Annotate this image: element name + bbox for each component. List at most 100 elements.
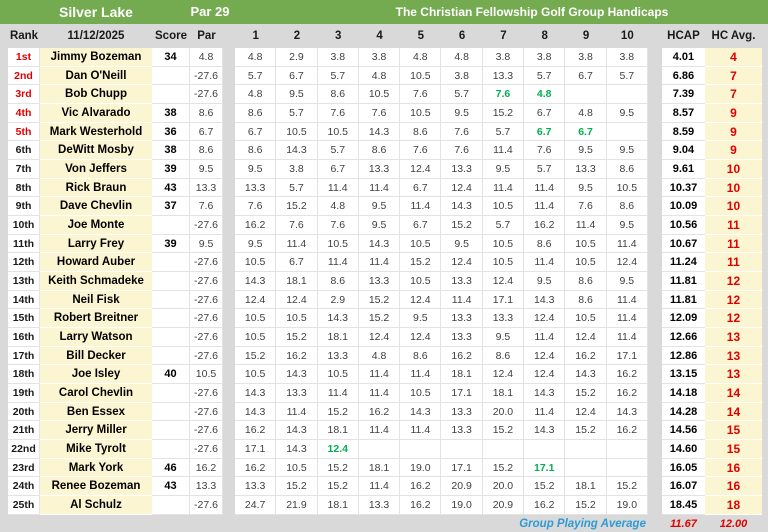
player-name-cell[interactable]: Bill Decker xyxy=(40,346,152,366)
round-cell[interactable]: 14.3 xyxy=(317,309,359,329)
score-cell[interactable]: 39 xyxy=(152,160,190,179)
par-cell[interactable]: -27.6 xyxy=(190,85,223,105)
round-cell[interactable]: 14.3 xyxy=(235,384,277,403)
round-cell[interactable]: 17.1 xyxy=(606,346,648,366)
round-cell[interactable]: 7.6 xyxy=(235,197,277,217)
hc-avg-cell[interactable]: 9 xyxy=(704,104,762,123)
hc-avg-cell[interactable]: 10 xyxy=(704,197,762,217)
round-cell[interactable]: 11.4 xyxy=(524,402,566,422)
round-cell[interactable]: 5.7 xyxy=(317,141,359,161)
round-cell[interactable]: 19.0 xyxy=(441,496,483,515)
hc-avg-cell[interactable]: 13 xyxy=(704,346,762,366)
header-date[interactable]: 11/12/2025 xyxy=(67,30,125,42)
rank-cell[interactable]: 25th xyxy=(8,496,40,515)
round-cell[interactable]: 15.2 xyxy=(358,309,401,329)
round-cell[interactable]: 20.0 xyxy=(482,477,525,497)
round-cell[interactable]: 18.1 xyxy=(317,421,359,441)
par-cell[interactable]: 13.3 xyxy=(190,477,223,497)
player-name-cell[interactable]: Ben Essex xyxy=(40,402,152,422)
round-cell[interactable]: 11.4 xyxy=(400,421,442,441)
round-cell[interactable] xyxy=(400,440,442,459)
round-cell[interactable]: 10.5 xyxy=(565,234,607,254)
round-cell[interactable]: 8.6 xyxy=(524,234,566,254)
round-cell[interactable] xyxy=(441,440,483,459)
round-cell[interactable]: 7.6 xyxy=(317,104,359,123)
hc-avg-cell[interactable]: 7 xyxy=(704,66,762,86)
player-name-cell[interactable]: Al Schulz xyxy=(40,496,152,515)
player-name-cell[interactable]: Neil Fisk xyxy=(40,290,152,310)
round-cell[interactable]: 10.5 xyxy=(565,253,607,273)
round-cell[interactable]: 9.5 xyxy=(565,178,607,198)
rank-cell[interactable]: 24th xyxy=(8,477,40,497)
round-cell[interactable]: 13.3 xyxy=(441,309,483,329)
round-cell[interactable]: 12.4 xyxy=(317,440,359,459)
round-cell[interactable]: 8.6 xyxy=(400,346,442,366)
round-cell[interactable]: 4.8 xyxy=(400,48,442,67)
par-cell[interactable]: 9.5 xyxy=(190,234,223,254)
round-cell[interactable]: 12.4 xyxy=(524,309,566,329)
round-cell[interactable]: 14.3 xyxy=(276,421,318,441)
header-rank[interactable]: Rank xyxy=(9,30,39,42)
round-cell[interactable]: 13.3 xyxy=(441,160,483,179)
score-cell[interactable]: 38 xyxy=(152,104,190,123)
round-cell[interactable]: 5.7 xyxy=(235,66,277,86)
round-cell[interactable]: 13.3 xyxy=(441,328,483,347)
header-round-10[interactable]: 10 xyxy=(620,30,634,42)
hc-avg-cell[interactable]: 12 xyxy=(704,290,762,310)
header-round-9[interactable]: 9 xyxy=(582,30,590,42)
rank-cell[interactable]: 1st xyxy=(8,48,40,67)
round-cell[interactable]: 19.0 xyxy=(400,458,442,478)
par-cell[interactable]: -27.6 xyxy=(190,309,223,329)
header-round-3[interactable]: 3 xyxy=(335,30,342,42)
round-cell[interactable]: 6.7 xyxy=(524,104,566,123)
round-cell[interactable]: 14.3 xyxy=(235,402,277,422)
player-name-cell[interactable]: Robert Breitner xyxy=(40,309,152,329)
hc-avg-cell[interactable]: 11 xyxy=(704,216,762,235)
round-cell[interactable]: 14.3 xyxy=(524,290,566,310)
score-cell[interactable]: 43 xyxy=(152,477,190,497)
round-cell[interactable]: 11.4 xyxy=(358,384,401,403)
round-cell[interactable]: 11.4 xyxy=(317,178,359,198)
round-cell[interactable]: 11.4 xyxy=(482,178,525,198)
header-score[interactable]: Score xyxy=(155,30,187,42)
round-cell[interactable]: 8.6 xyxy=(235,104,277,123)
score-cell[interactable]: 39 xyxy=(152,234,190,254)
round-cell[interactable]: 15.2 xyxy=(524,477,566,497)
round-cell[interactable]: 4.8 xyxy=(358,66,401,86)
rank-cell[interactable]: 21th xyxy=(8,421,40,441)
rank-cell[interactable]: 16th xyxy=(8,328,40,347)
round-cell[interactable]: 11.4 xyxy=(276,234,318,254)
hc-avg-cell[interactable]: 12 xyxy=(704,309,762,329)
round-cell[interactable]: 7.6 xyxy=(441,122,483,142)
round-cell[interactable]: 11.4 xyxy=(358,178,401,198)
par-cell[interactable]: 4.8 xyxy=(190,48,223,67)
round-cell[interactable]: 13.3 xyxy=(441,402,483,422)
round-cell[interactable]: 10.5 xyxy=(317,365,359,385)
round-cell[interactable]: 5.7 xyxy=(524,66,566,86)
round-cell[interactable]: 20.9 xyxy=(482,496,525,515)
round-cell[interactable]: 10.5 xyxy=(276,309,318,329)
hcap-cell[interactable]: 10.09 xyxy=(661,197,705,217)
header-round-2[interactable]: 2 xyxy=(293,30,301,42)
round-cell[interactable]: 14.3 xyxy=(524,421,566,441)
player-name-cell[interactable]: Howard Auber xyxy=(40,253,152,273)
player-name-cell[interactable]: Larry Frey xyxy=(40,234,152,254)
round-cell[interactable]: 12.4 xyxy=(441,178,483,198)
rank-cell[interactable]: 2nd xyxy=(8,66,40,86)
round-cell[interactable] xyxy=(565,458,607,478)
round-cell[interactable]: 12.4 xyxy=(276,290,318,310)
hc-avg-cell[interactable]: 16 xyxy=(704,458,762,478)
score-cell[interactable]: 37 xyxy=(152,197,190,217)
round-cell[interactable]: 13.3 xyxy=(358,160,401,179)
round-cell[interactable] xyxy=(565,440,607,459)
hcap-cell[interactable]: 12.86 xyxy=(661,346,705,366)
round-cell[interactable]: 7.6 xyxy=(276,216,318,235)
round-cell[interactable]: 16.2 xyxy=(524,496,566,515)
round-cell[interactable]: 9.5 xyxy=(606,272,648,291)
hc-avg-cell[interactable]: 15 xyxy=(704,440,762,459)
round-cell[interactable]: 10.5 xyxy=(358,85,401,105)
round-cell[interactable]: 3.8 xyxy=(524,48,566,67)
par-cell[interactable]: -27.6 xyxy=(190,66,223,86)
score-cell[interactable]: 36 xyxy=(152,122,190,142)
round-cell[interactable]: 15.2 xyxy=(276,477,318,497)
